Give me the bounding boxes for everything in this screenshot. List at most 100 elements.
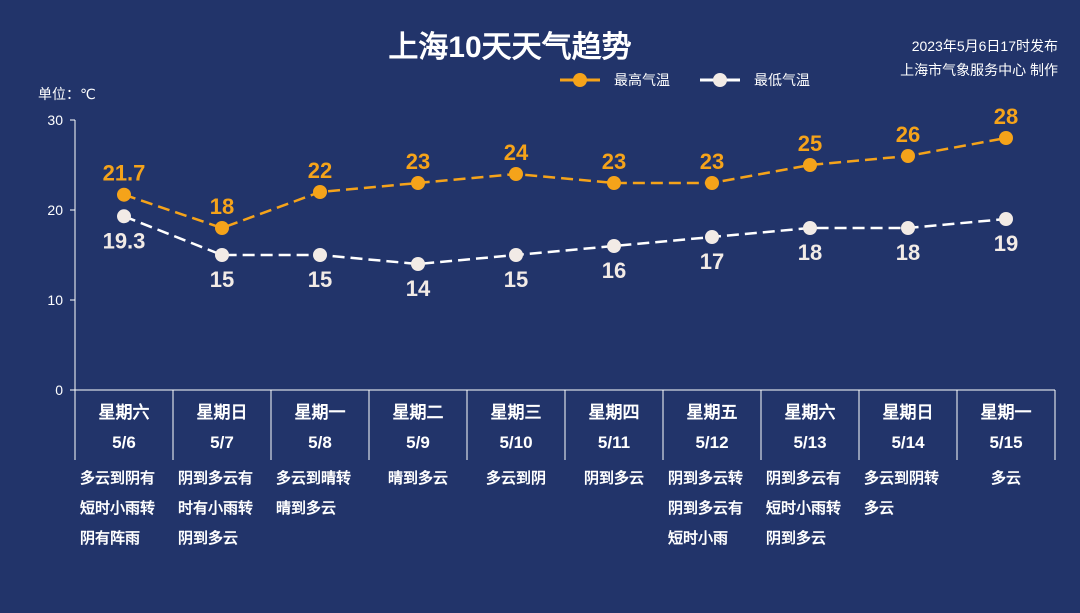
day-header: 星期一 5/15 (957, 398, 1055, 458)
weather-line: 晴到多云 (276, 500, 337, 517)
chart-meta: 2023年5月6日17时发布 上海市气象服务中心 制作 (900, 34, 1058, 82)
data-label-low: 15 (504, 267, 528, 292)
weekday-label: 星期一 (294, 403, 346, 422)
day-header: 星期四 5/11 (565, 398, 663, 458)
weather-line: 多云到阴 (485, 470, 546, 487)
weather-line: 阴到多云有 (178, 470, 254, 487)
data-point-low (313, 248, 327, 262)
weather-description: 阴到多云有短时小雨转阴到多云 (766, 464, 864, 554)
day-header: 星期一 5/8 (271, 398, 369, 458)
weather-line: 短时小雨转 (80, 500, 156, 517)
data-label-low: 17 (700, 249, 724, 274)
weather-description: 阴到多云转 阴到多云有 短时小雨 (668, 464, 766, 554)
weekday-label: 星期五 (686, 403, 738, 422)
date-label: 5/13 (793, 433, 827, 452)
date-label: 5/11 (597, 433, 631, 452)
data-point-high (509, 167, 523, 181)
weather-line: 时有小雨转 (178, 500, 254, 517)
legend-low-marker-icon (700, 73, 740, 87)
data-point-high (313, 185, 327, 199)
data-point-low (215, 248, 229, 262)
data-label-high: 23 (406, 149, 430, 174)
date-label: 5/7 (210, 433, 234, 452)
weekday-label: 星期一 (980, 403, 1032, 422)
y-tick-label: 30 (47, 112, 63, 128)
data-label-low: 16 (602, 258, 626, 283)
weekday-label: 星期六 (98, 403, 150, 422)
data-point-high (999, 131, 1013, 145)
date-label: 5/6 (112, 433, 136, 452)
weather-line: 阴到多云 (583, 470, 644, 487)
weather-line: 多云到阴有 (80, 470, 156, 487)
data-point-low (803, 221, 817, 235)
weather-description: 阴到多云有 时有小雨转 阴到多云 (178, 464, 276, 554)
weather-line: 多云 (864, 500, 895, 517)
series-line-low (123, 215, 1007, 266)
data-label-high: 23 (602, 149, 626, 174)
publish-time: 2023年5月6日17时发布 (911, 38, 1058, 54)
weather-description: 晴到多云 (369, 464, 467, 494)
data-point-low (901, 221, 915, 235)
data-label-high: 18 (210, 194, 234, 219)
weather-line: 短时小雨转 (766, 500, 842, 517)
weather-line: 晴到多云 (387, 470, 448, 487)
series-line-high (123, 136, 1007, 230)
data-point-high (411, 176, 425, 190)
weather-line: 多云到晴转 (276, 470, 352, 487)
weather-description: 多云到阴转 多云 (864, 464, 962, 524)
data-point-high (901, 149, 915, 163)
weekday-label: 星期四 (588, 403, 640, 422)
unit-label: 单位：℃ (38, 86, 96, 102)
date-label: 5/10 (499, 433, 533, 452)
data-label-low: 15 (210, 267, 234, 292)
day-header: 星期五 5/12 (663, 398, 761, 458)
data-point-high (117, 187, 131, 202)
data-label-high: 23 (700, 149, 724, 174)
day-header: 星期日 5/14 (859, 398, 957, 458)
data-label-low: 14 (406, 276, 431, 301)
day-header: 星期六 5/13 (761, 398, 859, 458)
weather-line: 阴到多云 (766, 530, 827, 547)
weather-line: 阴有阵雨 (80, 530, 141, 547)
data-point-low (117, 209, 131, 224)
data-label-high: 28 (994, 104, 1018, 129)
data-point-low (607, 239, 621, 253)
weather-description: 多云到阴有短时小雨转阴有阵雨 (80, 464, 178, 554)
data-point-low (411, 257, 425, 271)
data-point-low (509, 248, 523, 262)
weather-line: 多云 (990, 470, 1021, 487)
y-tick-label: 20 (47, 202, 63, 218)
data-label-low: 18 (798, 240, 822, 265)
legend-high-marker-icon (560, 73, 600, 87)
legend-low-label: 最低气温 (754, 72, 810, 88)
day-header: 星期二 5/9 (369, 398, 467, 458)
legend: 最高气温 最低气温 (560, 70, 810, 90)
producer: 上海市气象服务中心 制作 (900, 62, 1058, 78)
weekday-label: 星期二 (392, 403, 444, 422)
weekday-label: 星期日 (196, 403, 248, 422)
data-label-high: 21.7 (103, 161, 146, 186)
data-point-low (705, 230, 719, 244)
chart-title: 上海10天天气趋势 (388, 31, 632, 64)
data-label-low: 18 (896, 240, 920, 265)
legend-high: 最高气温 (560, 70, 670, 90)
legend-high-label: 最高气温 (614, 72, 670, 88)
weather-line: 阴到多云有 (766, 470, 842, 487)
data-label-low: 19 (994, 231, 1018, 256)
date-label: 5/14 (891, 433, 925, 452)
data-point-high (803, 158, 817, 172)
weekday-label: 星期日 (882, 403, 934, 422)
weather-description: 阴到多云 (565, 464, 663, 494)
data-point-low (999, 212, 1013, 226)
weekday-label: 星期三 (490, 403, 542, 422)
weather-line: 阴到多云转 (668, 470, 744, 487)
data-label-high: 22 (308, 158, 332, 183)
date-label: 5/15 (989, 433, 1023, 452)
day-header: 星期三 5/10 (467, 398, 565, 458)
weather-description: 多云到晴转 晴到多云 (276, 464, 374, 524)
weather-description: 多云到阴 (467, 464, 565, 494)
y-tick-label: 0 (55, 382, 63, 398)
date-label: 5/9 (406, 433, 430, 452)
day-header: 星期六 5/6 (75, 398, 173, 458)
